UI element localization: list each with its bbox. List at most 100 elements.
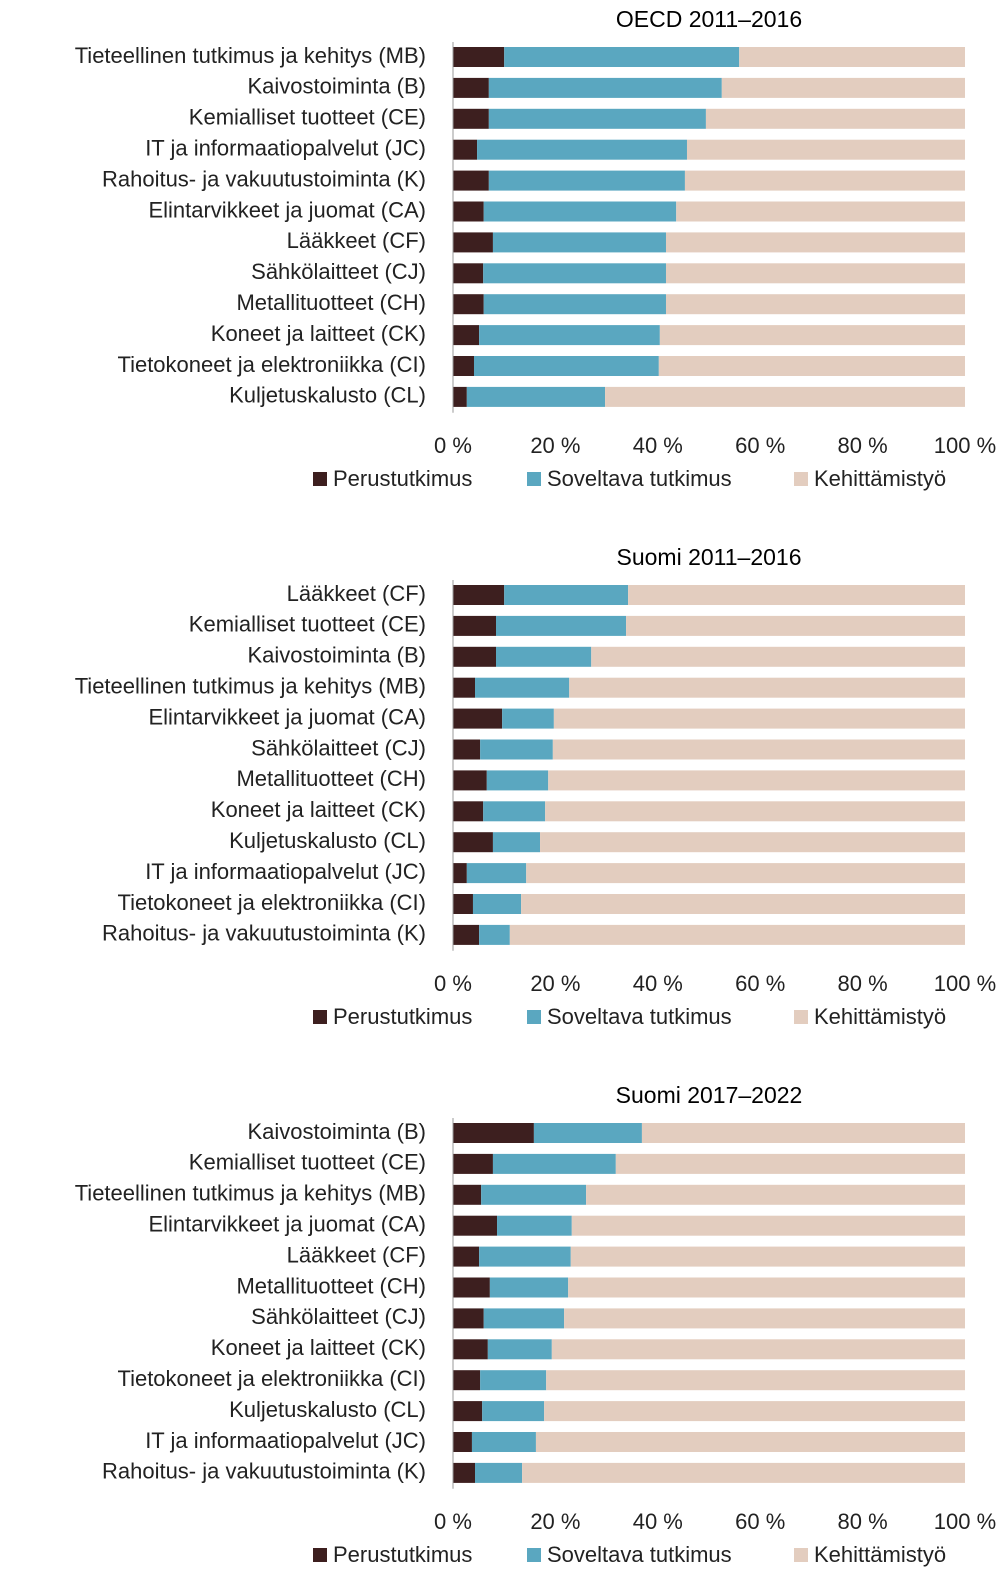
- bar-segment: [721, 77, 965, 98]
- bar-segment: [568, 1277, 965, 1298]
- bar-segment: [533, 1123, 642, 1143]
- bar-segment: [471, 1432, 536, 1452]
- chart-title: Suomi 2011–2016: [617, 544, 802, 570]
- bar-segment: [488, 170, 685, 191]
- category-label: Sähkölaitteet (CJ): [251, 259, 426, 284]
- category-label: Tietokoneet ja elektroniikka (CI): [117, 1366, 426, 1391]
- bar-segment: [705, 108, 965, 129]
- bar-segment: [453, 201, 484, 222]
- bar-segment: [626, 615, 965, 636]
- bar-segment: [453, 77, 489, 98]
- bar-segment: [453, 232, 493, 253]
- bar-segment: [569, 677, 965, 698]
- x-tick-label: 100 %: [934, 433, 996, 458]
- bar-segment: [483, 1308, 565, 1329]
- bar-segment: [684, 170, 965, 191]
- bar-segment: [453, 1277, 490, 1298]
- x-tick-label: 60 %: [735, 971, 785, 996]
- bar-segment: [453, 1339, 488, 1360]
- bar-segment: [492, 232, 666, 253]
- bar-segment: [659, 325, 965, 346]
- bar-segment: [453, 615, 497, 636]
- legend-label: Soveltava tutkimus: [547, 1542, 732, 1567]
- bar-segment: [488, 77, 722, 98]
- bar-segment: [676, 201, 965, 222]
- bar-segment: [571, 1215, 965, 1236]
- x-tick-label: 0 %: [434, 1509, 472, 1534]
- bar-segment: [486, 770, 549, 791]
- bar-segment: [488, 108, 706, 129]
- bar-segment: [453, 325, 480, 346]
- category-label: Kuljetuskalusto (CL): [229, 828, 426, 853]
- bar-segment: [482, 1401, 545, 1422]
- category-label: Lääkkeet (CF): [287, 228, 426, 253]
- legend-swatch: [527, 1010, 541, 1024]
- chart-title: OECD 2011–2016: [616, 6, 802, 32]
- bar-segment: [570, 1246, 965, 1267]
- category-label: Tietokoneet ja elektroniikka (CI): [117, 352, 426, 377]
- category-label: Koneet ja laitteet (CK): [211, 321, 426, 346]
- bar-segment: [475, 677, 570, 698]
- bar-segment: [480, 1370, 547, 1391]
- bar-segment: [487, 1339, 552, 1360]
- category-label: Metallituotteet (CH): [236, 1273, 426, 1298]
- chart-title: Suomi 2017–2022: [616, 1082, 803, 1108]
- x-tick-label: 80 %: [838, 433, 888, 458]
- bar-segment: [453, 1370, 481, 1391]
- bar-segment: [509, 924, 965, 945]
- bar-segment: [453, 1123, 534, 1143]
- bar-segment: [453, 1184, 482, 1205]
- legend-swatch: [313, 1548, 327, 1562]
- category-label: Metallituotteet (CH): [236, 290, 426, 315]
- bar-segment: [453, 863, 467, 884]
- bar-segment: [453, 356, 474, 376]
- bar-segment: [453, 386, 467, 407]
- bar-segment: [453, 1153, 493, 1174]
- legend-swatch: [794, 1548, 808, 1562]
- category-label: Kaivostoiminta (B): [247, 1119, 426, 1144]
- bar-segment: [453, 739, 481, 760]
- bar-segment: [526, 863, 965, 884]
- x-tick-label: 20 %: [530, 971, 580, 996]
- category-label: Tietokoneet ja elektroniikka (CI): [117, 890, 426, 915]
- bar-segment: [479, 1246, 571, 1267]
- bar-segment: [453, 1401, 483, 1422]
- bar-segment: [466, 863, 527, 884]
- bar-segment: [453, 1308, 484, 1329]
- bar-segment: [540, 832, 965, 853]
- x-tick-label: 100 %: [934, 971, 996, 996]
- bar-segment: [553, 708, 965, 729]
- bar-segment: [522, 1462, 965, 1483]
- bar-segment: [479, 325, 660, 346]
- category-label: Kaivostoiminta (B): [247, 643, 426, 668]
- bar-segment: [481, 1184, 587, 1205]
- bar-segment: [551, 1339, 965, 1360]
- bar-segment: [496, 615, 627, 636]
- bar-segment: [686, 139, 965, 160]
- category-label: Elintarvikkeet ja juomat (CA): [148, 1212, 426, 1237]
- bar-segment: [479, 924, 510, 945]
- x-tick-label: 0 %: [434, 433, 472, 458]
- bar-segment: [504, 585, 629, 605]
- bar-segment: [483, 263, 666, 284]
- legend-label: Soveltava tutkimus: [547, 1004, 732, 1029]
- bar-segment: [453, 708, 503, 729]
- x-tick-label: 40 %: [633, 971, 683, 996]
- bar-segment: [477, 139, 687, 160]
- bar-segment: [546, 1370, 965, 1391]
- legend-swatch: [527, 1548, 541, 1562]
- bar-segment: [475, 1462, 523, 1483]
- bar-segment: [489, 1277, 569, 1298]
- x-tick-label: 80 %: [838, 1509, 888, 1534]
- category-label: Koneet ja laitteet (CK): [211, 797, 426, 822]
- bar-segment: [497, 1215, 572, 1236]
- bar-segment: [453, 585, 505, 605]
- bar-segment: [496, 646, 592, 667]
- legend-label: Perustutkimus: [333, 466, 472, 491]
- category-label: Lääkkeet (CF): [287, 1242, 426, 1267]
- bar-segment: [453, 170, 489, 191]
- category-label: Metallituotteet (CH): [236, 766, 426, 791]
- bar-segment: [615, 1153, 965, 1174]
- category-label: Rahoitus- ja vakuutustoiminta (K): [102, 166, 426, 191]
- bar-segment: [544, 1401, 965, 1422]
